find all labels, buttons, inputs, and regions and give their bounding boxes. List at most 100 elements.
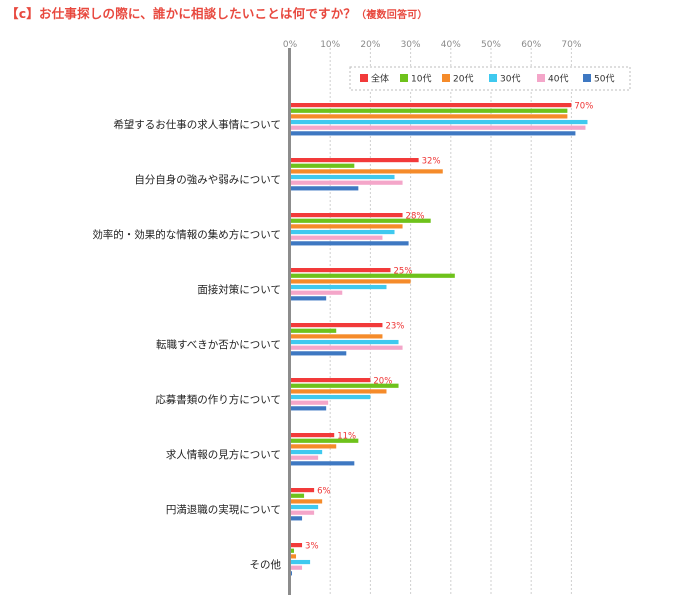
category-label: 自分自身の強みや弱みについて [134, 173, 281, 186]
bar-group [291, 158, 443, 191]
bar [291, 351, 347, 356]
bar [291, 186, 359, 191]
bar [291, 279, 411, 284]
legend-label: 30代 [500, 74, 520, 85]
data-label: 70% [574, 102, 593, 112]
bar [291, 268, 391, 273]
bar-group [291, 103, 588, 136]
bar [291, 235, 383, 240]
category-label: 求人情報の見方について [166, 448, 281, 461]
category-label: 応募書類の作り方について [155, 393, 281, 406]
data-label: 11% [337, 432, 356, 442]
data-label: 20% [373, 377, 392, 387]
legend-swatch [360, 74, 368, 82]
bar [291, 510, 315, 515]
bar [291, 229, 395, 235]
bar [291, 548, 295, 553]
legend-item: 20代 [442, 74, 473, 85]
bar [291, 499, 323, 504]
gridlines [329, 48, 572, 595]
legend-label: 20代 [453, 74, 473, 85]
legend-item: 50代 [583, 74, 614, 85]
legend-item: 全体 [360, 73, 389, 85]
bar [291, 455, 319, 460]
bar [291, 400, 329, 405]
bar [291, 383, 399, 388]
data-label: 25% [394, 267, 413, 277]
bar [291, 449, 323, 455]
bar [291, 444, 337, 449]
legend-item: 10代 [400, 74, 431, 85]
bar [291, 103, 572, 108]
bar [291, 158, 419, 163]
bar [291, 119, 588, 125]
bar [291, 565, 303, 570]
x-tick-label: 40% [441, 40, 461, 50]
x-axis-ticks: 0% 10% 20% 30% 40% 50% 60% 70% [283, 40, 582, 50]
legend-label: 全体 [371, 73, 389, 85]
bar-group [291, 543, 311, 576]
legend-label: 10代 [411, 74, 431, 85]
legend-label: 40代 [548, 74, 568, 85]
bar-group [291, 488, 323, 521]
bar [291, 296, 327, 301]
bar [291, 461, 355, 466]
legend: 全体 10代 20代 30代 40代 50代 [349, 66, 631, 91]
category-label: 希望するお仕事の求人事情について [113, 118, 281, 131]
bar [291, 438, 359, 443]
bar [291, 543, 303, 548]
chart-title-note: （複数回答可） [356, 10, 428, 21]
legend-swatch [583, 74, 591, 82]
x-tick-label: 70% [561, 40, 581, 50]
bar [291, 504, 319, 510]
bar-group [291, 268, 455, 301]
bar [291, 241, 409, 246]
bar [291, 180, 403, 185]
data-label: 6% [317, 487, 331, 497]
bar [291, 328, 337, 333]
legend-swatch [400, 74, 408, 82]
bar [291, 284, 387, 290]
bar-group [291, 323, 403, 356]
chart-title-main: 【c】お仕事探しの際に、誰かに相談したいことは何ですか？ [6, 6, 357, 21]
bar [291, 493, 305, 498]
bar [291, 323, 383, 328]
bar [291, 169, 443, 174]
data-label: 3% [305, 542, 319, 552]
bar [291, 516, 303, 521]
x-tick-label: 20% [360, 40, 380, 50]
bar [291, 114, 568, 119]
legend-swatch [489, 74, 497, 82]
bar-group [291, 433, 359, 466]
bar [291, 554, 297, 559]
bars [291, 103, 588, 576]
legend-item: 30代 [489, 74, 520, 85]
category-label: 転職すべきか否かについて [156, 339, 281, 351]
bar [291, 108, 568, 113]
legend-swatch [537, 74, 545, 82]
bar [291, 394, 371, 400]
bar [291, 213, 403, 218]
category-label: 円満退職の実現について [166, 503, 281, 516]
x-tick-label: 0% [283, 40, 298, 50]
data-label: 32% [422, 157, 441, 167]
bar [291, 378, 371, 383]
bar [291, 571, 293, 576]
legend-item: 40代 [537, 74, 568, 85]
category-label: その他 [250, 558, 282, 571]
chart-title: 【c】お仕事探しの際に、誰かに相談したいことは何ですか？（複数回答可） [6, 3, 428, 22]
bar [291, 559, 311, 565]
bar [291, 163, 355, 168]
category-label: 面接対策について [197, 283, 281, 296]
bar-group [291, 213, 431, 246]
legend-swatch [442, 74, 450, 82]
bar [291, 488, 315, 493]
legend-label: 50代 [594, 74, 614, 85]
bar [291, 433, 335, 438]
bar [291, 334, 383, 339]
bar [291, 339, 399, 345]
x-tick-label: 30% [401, 40, 421, 50]
bar [291, 131, 576, 136]
bar-group [291, 378, 399, 411]
